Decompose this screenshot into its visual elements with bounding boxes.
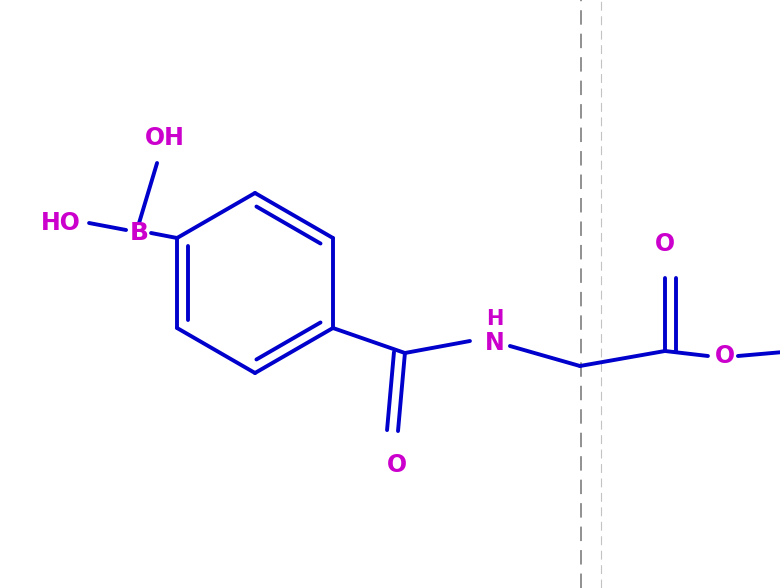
Text: HO: HO: [41, 211, 81, 235]
Text: H: H: [486, 309, 504, 329]
Text: OH: OH: [145, 126, 185, 150]
Text: B: B: [129, 221, 148, 245]
Text: O: O: [387, 453, 407, 477]
Text: O: O: [655, 232, 675, 256]
Text: N: N: [485, 331, 505, 355]
Text: O: O: [715, 344, 735, 368]
